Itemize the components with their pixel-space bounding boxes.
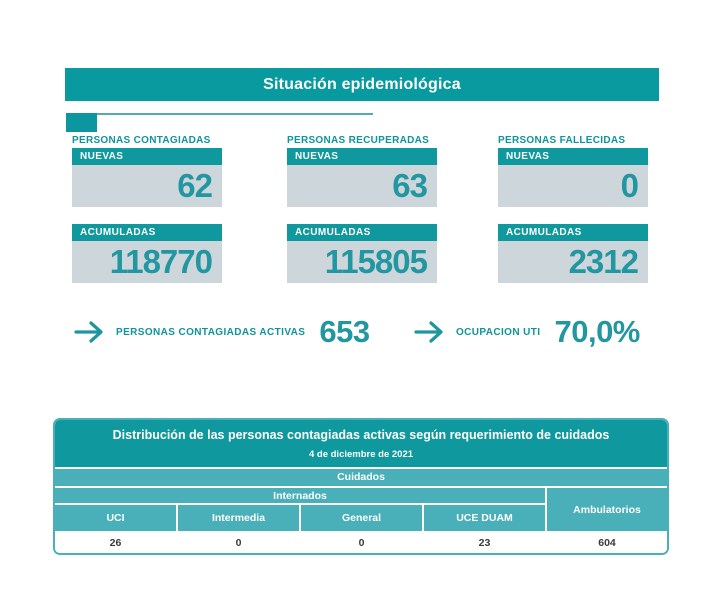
stat-column-title: PERSONAS FALLECIDAS (498, 135, 626, 146)
acumuladas-card: ACUMULADAS 118770 (72, 224, 222, 283)
nuevas-card: NUEVAS 63 (287, 148, 437, 207)
stat-column-title: PERSONAS CONTAGIADAS (72, 135, 211, 146)
internados-header: Internados (55, 488, 545, 503)
table-grid: Internados Ambulatorios UCI Intermedia G… (55, 488, 667, 553)
nuevas-card-value: 63 (287, 165, 437, 207)
active-cases-indicator: PERSONAS CONTAGIADAS ACTIVAS 653 (74, 312, 370, 352)
acumuladas-card-value: 118770 (72, 241, 222, 283)
column-header-general: General (301, 505, 422, 531)
uti-occupancy-indicator: OCUPACION UTI 70,0% (414, 312, 640, 352)
table-header: Distribución de las personas contagiadas… (55, 420, 667, 467)
stat-column-contagiadas: PERSONAS CONTAGIADAS NUEVAS 62 ACUMULADA… (72, 135, 222, 283)
table-date: 4 de diciembre de 2021 (308, 449, 414, 460)
nuevas-card-header: NUEVAS (72, 148, 222, 165)
column-header-intermedia: Intermedia (178, 505, 299, 531)
acumuladas-card-value: 2312 (498, 241, 648, 283)
nuevas-card-value: 0 (498, 165, 648, 207)
value-uce-duam: 23 (424, 533, 545, 553)
column-header-uce-duam: UCE DUAM (424, 505, 545, 531)
stat-column-recuperadas: PERSONAS RECUPERADAS NUEVAS 63 ACUMULADA… (287, 135, 437, 283)
nuevas-card: NUEVAS 0 (498, 148, 648, 207)
table-title: Distribución de las personas contagiadas… (112, 428, 610, 442)
card-gap (287, 207, 437, 224)
active-cases-label: PERSONAS CONTAGIADAS ACTIVAS (116, 326, 306, 338)
nuevas-card-value: 62 (72, 165, 222, 207)
card-gap (498, 207, 648, 224)
acumuladas-card: ACUMULADAS 115805 (287, 224, 437, 283)
arrow-right-icon (74, 321, 103, 343)
accent-square (66, 113, 97, 132)
active-cases-value: 653 (319, 314, 370, 349)
nuevas-card-header: NUEVAS (287, 148, 437, 165)
acumuladas-card-header: ACUMULADAS (498, 224, 648, 241)
ambulatorios-header: Ambulatorios (547, 488, 667, 531)
accent-rule (97, 113, 373, 115)
acumuladas-card-value: 115805 (287, 241, 437, 283)
value-ambulatorios: 604 (547, 533, 667, 553)
uti-occupancy-value: 70,0% (554, 314, 640, 349)
nuevas-card-header: NUEVAS (498, 148, 648, 165)
stat-column-fallecidas: PERSONAS FALLECIDAS NUEVAS 0 ACUMULADAS … (498, 135, 648, 283)
column-header-uci: UCI (55, 505, 176, 531)
stat-column-title: PERSONAS RECUPERADAS (287, 135, 430, 146)
nuevas-card: NUEVAS 62 (72, 148, 222, 207)
uti-occupancy-label: OCUPACION UTI (456, 326, 541, 338)
arrow-right-icon (414, 321, 443, 343)
acumuladas-card-header: ACUMULADAS (72, 224, 222, 241)
cuidados-header: Cuidados (55, 469, 667, 486)
value-uci: 26 (55, 533, 176, 553)
page-title: Situación epidemiológica (65, 68, 659, 101)
value-general: 0 (301, 533, 422, 553)
acumuladas-card-header: ACUMULADAS (287, 224, 437, 241)
acumuladas-card: ACUMULADAS 2312 (498, 224, 648, 283)
card-gap (72, 207, 222, 224)
care-distribution-table: Distribución de las personas contagiadas… (53, 418, 669, 555)
value-intermedia: 0 (178, 533, 299, 553)
